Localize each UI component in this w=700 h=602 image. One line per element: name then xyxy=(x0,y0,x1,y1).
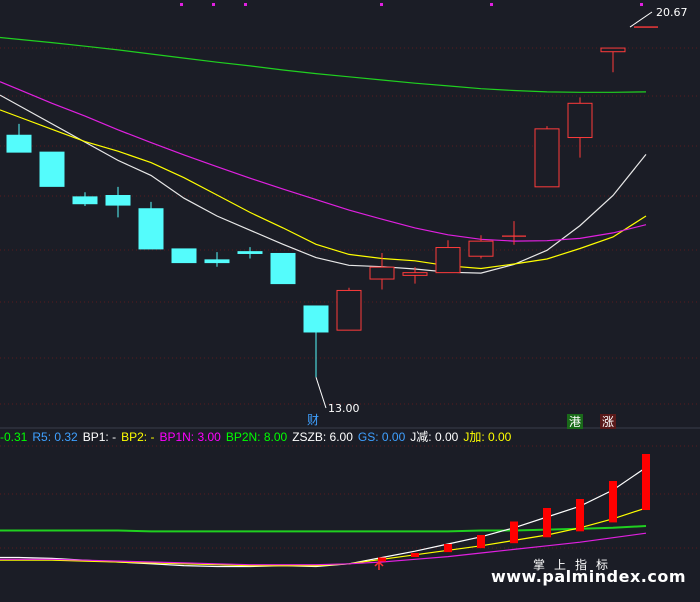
gang-marker: 港 xyxy=(569,415,581,429)
candle-14 xyxy=(435,240,461,274)
ma-line-3 xyxy=(0,36,647,93)
indicator-line-3 xyxy=(0,532,647,566)
candle-body-10 xyxy=(303,305,329,333)
candle-body-1 xyxy=(6,134,32,153)
high-pointer xyxy=(629,11,653,28)
legend-item-4: BP1N: 3.00 xyxy=(159,430,221,444)
top-dot-4 xyxy=(490,3,493,6)
zhang-marker-bg xyxy=(600,414,616,429)
candle-body-12 xyxy=(369,266,395,280)
price-annotations: 20.67 13.00 财 港 涨 xyxy=(307,6,688,429)
candle-11 xyxy=(336,287,362,331)
candle-8 xyxy=(237,247,263,259)
candle-3 xyxy=(72,192,98,206)
low-pointer xyxy=(315,377,327,409)
indicator-bar-19 xyxy=(609,481,617,523)
cai-marker: 财 xyxy=(307,413,319,427)
ma-line-2 xyxy=(0,81,647,242)
grid-lines xyxy=(0,3,700,549)
ma-line-1 xyxy=(0,109,647,270)
top-dot-1 xyxy=(212,3,215,6)
legend-item-3: BP2: - xyxy=(121,430,155,444)
candle-4 xyxy=(105,186,131,218)
legend-item-5: BP2N: 8.00 xyxy=(225,430,288,444)
candle-body-5 xyxy=(138,208,164,250)
candle-2 xyxy=(39,151,65,187)
indicator-bar-12 xyxy=(378,557,386,562)
indicator-bar-16 xyxy=(510,521,518,544)
top-dot-3 xyxy=(380,3,383,6)
candle-body-8 xyxy=(237,251,263,254)
candle-body-13 xyxy=(402,272,428,276)
legend-item-6: ZSZB: 6.00 xyxy=(292,430,353,444)
top-dot-0 xyxy=(180,3,183,6)
candle-body-15 xyxy=(468,240,494,257)
candle-9 xyxy=(270,252,296,285)
candle-body-14 xyxy=(435,247,461,274)
ma-line-0 xyxy=(0,94,647,274)
watermark-cn: 掌上指标 xyxy=(533,558,618,572)
candle-body-2 xyxy=(39,151,65,187)
candle-body-4 xyxy=(105,195,131,206)
top-dot-2 xyxy=(244,3,247,6)
indicator-bar-17 xyxy=(543,508,551,538)
watermark-en: www.palmindex.com xyxy=(490,567,686,586)
candle-5 xyxy=(138,201,164,250)
indicator-bar-15 xyxy=(477,535,485,549)
candle-17 xyxy=(534,126,560,188)
legend-item-2: BP1: - xyxy=(82,430,117,444)
candle-body-17 xyxy=(534,128,560,188)
indicator-line-0 xyxy=(0,525,647,533)
signal-arrow xyxy=(374,560,384,570)
candle-10 xyxy=(303,305,329,378)
legend-item-7: GS: 0.00 xyxy=(357,430,406,444)
indicator-bar-18 xyxy=(576,499,584,532)
candle-19 xyxy=(600,47,626,73)
candle-18 xyxy=(567,97,593,158)
legend-item-8: J减: 0.00 xyxy=(410,430,459,444)
zhang-marker: 涨 xyxy=(602,414,614,429)
candle-body-9 xyxy=(270,252,296,285)
candle-body-3 xyxy=(72,196,98,205)
indicator-bar-13 xyxy=(411,553,419,557)
candle-15 xyxy=(468,235,494,259)
indicator-bar-14 xyxy=(444,544,452,553)
indicator-panel xyxy=(0,454,650,570)
indicator-legend: -0.31 R5: 0.32 BP1: - BP2: - BP1N: 3.00 BP2N:… xyxy=(0,429,700,445)
indicator-bar-20 xyxy=(642,454,650,511)
indicator-line-2 xyxy=(0,507,647,567)
gang-marker-bg xyxy=(567,414,583,429)
moving-average-lines xyxy=(0,36,647,274)
high-price-label: 20.67 xyxy=(656,6,688,19)
legend-item-0: -0.31 xyxy=(0,430,28,444)
candle-16 xyxy=(502,221,526,245)
candle-body-11 xyxy=(336,289,362,331)
candle-12 xyxy=(369,253,395,290)
candle-7 xyxy=(204,252,230,267)
candle-13 xyxy=(402,267,428,284)
candle-1 xyxy=(6,123,32,153)
legend-item-9: J加: 0.00 xyxy=(463,430,512,444)
candle-body-18 xyxy=(567,102,593,139)
candlesticks xyxy=(6,11,658,409)
candle-body-19 xyxy=(600,47,626,53)
low-price-label: 13.00 xyxy=(328,402,360,415)
legend-item-1: R5: 0.32 xyxy=(32,430,78,444)
candle-body-6 xyxy=(171,248,197,264)
candle-body-7 xyxy=(204,259,230,264)
top-dot-5 xyxy=(640,3,643,6)
candle-6 xyxy=(171,248,197,264)
